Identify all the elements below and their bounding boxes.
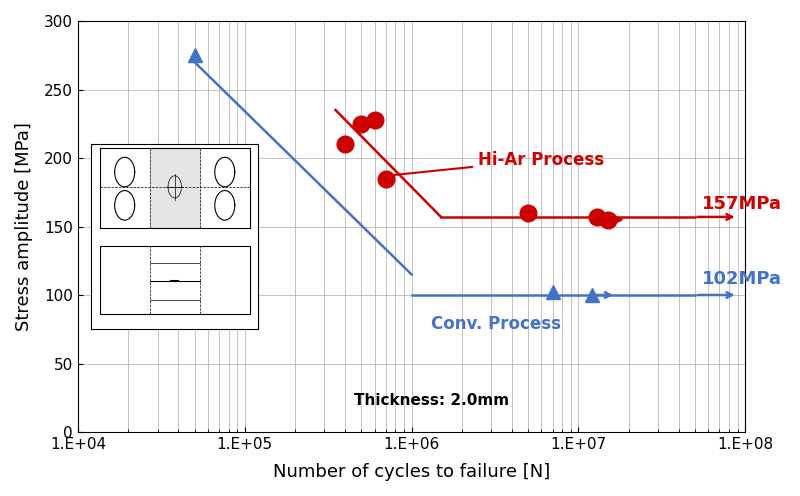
X-axis label: Number of cycles to failure [N]: Number of cycles to failure [N] <box>273 463 550 481</box>
Text: Conv. Process: Conv. Process <box>430 315 561 333</box>
Text: 157MPa: 157MPa <box>702 195 782 213</box>
Text: Hi-Ar Process: Hi-Ar Process <box>389 151 604 176</box>
Text: 102MPa: 102MPa <box>702 270 782 288</box>
Y-axis label: Stress amplitude [MPa]: Stress amplitude [MPa] <box>15 122 33 331</box>
Text: Thickness: 2.0mm: Thickness: 2.0mm <box>354 393 509 408</box>
